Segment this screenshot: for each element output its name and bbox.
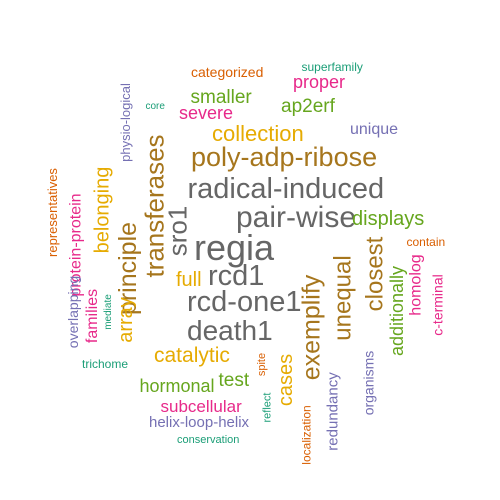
word-categorized: categorized xyxy=(191,64,264,80)
word-proper: proper xyxy=(293,72,346,92)
word-overlapping: overlapping xyxy=(65,275,82,349)
word-superfamily: superfamily xyxy=(301,60,363,74)
word-spite: spite xyxy=(255,352,268,376)
word-contain: contain xyxy=(406,235,446,249)
word-cases: cases xyxy=(275,353,298,407)
word-collection: collection xyxy=(212,121,304,146)
word-radical-induced: radical-induced xyxy=(187,172,385,205)
word-full: full xyxy=(176,269,202,291)
word-c-terminal: c-terminal xyxy=(429,274,446,336)
word-representatives: representatives xyxy=(44,167,60,257)
word-regia: regia xyxy=(194,227,275,268)
word-catalytic: catalytic xyxy=(154,343,230,367)
word-exemplify: exemplify xyxy=(297,274,326,380)
word-unequal: unequal xyxy=(329,255,357,341)
word-test: test xyxy=(218,369,250,391)
word-ap2erf: ap2erf xyxy=(281,95,335,117)
word-severe: severe xyxy=(179,103,234,123)
word-subcellular: subcellular xyxy=(160,396,242,416)
word-families: families xyxy=(84,288,102,344)
word-smaller: smaller xyxy=(190,86,252,108)
word-conservation: conservation xyxy=(177,433,240,446)
word-localization: localization xyxy=(299,405,314,465)
word-pair-wise: pair-wise xyxy=(236,201,357,234)
word-additionally: additionally xyxy=(387,265,408,357)
word-mediate: mediate xyxy=(102,294,114,330)
word-closest: closest xyxy=(360,236,388,312)
word-transferases: transferases xyxy=(139,134,170,278)
word-organisms: organisms xyxy=(359,350,376,416)
word-helix-loop-helix: helix-loop-helix xyxy=(149,413,250,431)
word-death1: death1 xyxy=(187,315,273,346)
word-trichome: trichome xyxy=(82,357,129,371)
word-unique: unique xyxy=(350,121,399,138)
word-core: core xyxy=(145,101,165,112)
word-array: array xyxy=(114,297,137,343)
word-rcd-one1: rcd-one1 xyxy=(187,285,302,318)
word-rcd1: rcd1 xyxy=(208,259,265,292)
word-poly-adp-ribose: poly-adp-ribose xyxy=(191,141,378,172)
word-physio-logical: physio-logical xyxy=(117,82,133,162)
word-belonging: belonging xyxy=(90,166,113,254)
word-redundancy: redundancy xyxy=(324,371,342,451)
word-homolog: homolog xyxy=(407,254,425,316)
word-displays: displays xyxy=(352,208,425,230)
word-hormonal: hormonal xyxy=(139,376,215,396)
word-reflect: reflect xyxy=(261,392,274,422)
